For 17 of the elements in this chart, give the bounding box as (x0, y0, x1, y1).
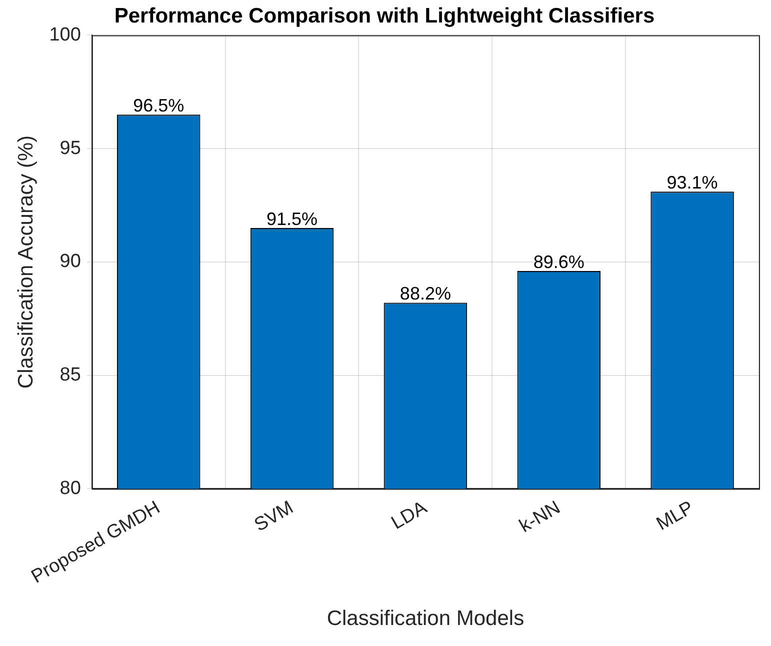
y-tick-label: 85 (60, 364, 81, 386)
chart-title: Performance Comparison with Lightweight Classifiers (114, 4, 655, 28)
data-label: 93.1% (666, 172, 718, 193)
data-label: 91.5% (266, 208, 318, 229)
x-tick-label: MLP (653, 497, 698, 535)
x-tick-label: LDA (388, 497, 431, 534)
x-tick-label: SVM (250, 497, 298, 536)
y-tick-label: 95 (60, 138, 81, 159)
x-tick-label: k-NN (516, 497, 564, 538)
data-label: 89.6% (533, 252, 584, 272)
data-label: 88.2% (400, 284, 451, 304)
y-axis-title: Classification Accuracy (%) (14, 135, 38, 389)
y-tick-label: 80 (60, 478, 81, 499)
data-label: 96.5% (133, 96, 184, 116)
y-tick-label: 90 (60, 251, 81, 272)
y-tick-label: 100 (49, 24, 81, 46)
x-axis-title: Classification Models (326, 607, 524, 630)
